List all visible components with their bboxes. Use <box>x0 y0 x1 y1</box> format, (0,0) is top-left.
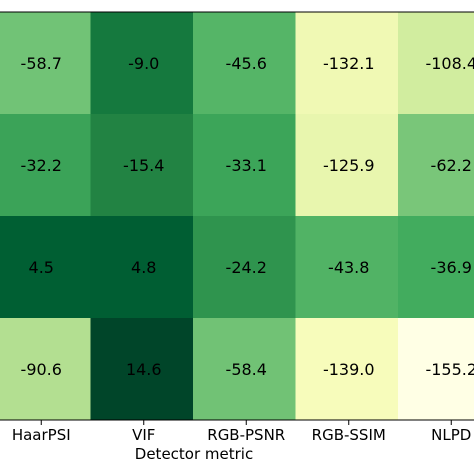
heatmap-cell <box>398 12 474 115</box>
cell-value-label: -36.9 <box>431 258 472 277</box>
cell-value-label: -90.6 <box>21 360 62 379</box>
heatmap-cell <box>0 318 91 421</box>
heatmap-cells <box>0 12 474 421</box>
heatmap-cell <box>193 114 296 217</box>
heatmap-cell <box>193 12 296 115</box>
heatmap-cell <box>295 318 399 421</box>
heatmap-cell <box>295 216 399 319</box>
cell-value-label: -155.2 <box>425 360 474 379</box>
heatmap-cell <box>0 114 91 217</box>
heatmap-cell <box>0 12 91 115</box>
x-tick-label: RGB-SSIM <box>312 426 386 444</box>
heatmap-cell <box>90 318 194 421</box>
cell-value-labels: -58.7 -9.0 -45.6 -132.1 -108.4 -32.2 -15.4 -33.… <box>21 54 474 379</box>
heatmap-cell <box>193 216 296 319</box>
x-tick-label: RGB-PSNR <box>207 426 285 444</box>
heatmap-cell <box>193 318 296 421</box>
cell-value-label: -15.4 <box>123 156 164 175</box>
cell-value-label: -33.1 <box>226 156 267 175</box>
cell-value-label: -125.9 <box>323 156 375 175</box>
x-axis-ticks: HaarPSI VIF RGB-PSNR RGB-SSIM NLPD <box>12 420 471 444</box>
x-tick-label: HaarPSI <box>12 426 71 444</box>
cell-value-label: -45.6 <box>226 54 267 73</box>
heatmap-cell <box>295 12 399 115</box>
cell-value-label: -43.8 <box>328 258 369 277</box>
cell-value-label: -32.2 <box>21 156 62 175</box>
cell-value-label: 4.5 <box>29 258 54 277</box>
cell-value-label: -9.0 <box>128 54 159 73</box>
heatmap-cell <box>398 216 474 319</box>
heatmap-cell <box>295 114 399 217</box>
heatmap-cell <box>398 318 474 421</box>
cell-value-label: -132.1 <box>323 54 375 73</box>
cell-value-label: -58.7 <box>21 54 62 73</box>
x-axis-label: Detector metric <box>135 445 253 463</box>
cell-value-label: 4.8 <box>131 258 156 277</box>
heatmap-cell <box>90 12 194 115</box>
heatmap-cell <box>0 216 91 319</box>
cell-value-label: -108.4 <box>425 54 474 73</box>
heatmap-cell <box>90 216 194 319</box>
cell-value-label: -139.0 <box>323 360 375 379</box>
cell-value-label: 14.6 <box>126 360 162 379</box>
cell-value-label: -58.4 <box>226 360 267 379</box>
cell-value-label: -62.2 <box>431 156 472 175</box>
x-tick-label: NLPD <box>431 426 471 444</box>
x-tick-label: VIF <box>132 426 155 444</box>
heatmap-cell <box>398 114 474 217</box>
heatmap-cell <box>90 114 194 217</box>
cell-value-label: -24.2 <box>226 258 267 277</box>
